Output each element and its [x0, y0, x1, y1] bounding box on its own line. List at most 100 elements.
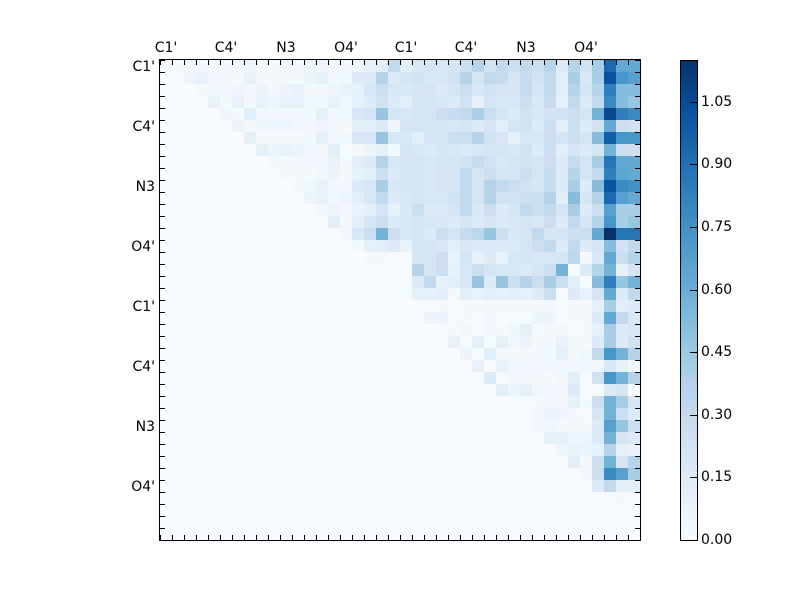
heatmap-cell — [352, 312, 364, 324]
heatmap-cell — [472, 144, 484, 156]
heatmap-cell — [196, 300, 208, 312]
heatmap-cell — [592, 156, 604, 168]
heatmap-cell — [604, 528, 616, 540]
heatmap-cell — [412, 504, 424, 516]
heatmap-cell — [496, 420, 508, 432]
heatmap-cell — [220, 60, 232, 72]
heatmap-cell — [364, 492, 376, 504]
heatmap-cell — [496, 192, 508, 204]
heatmap-cell — [436, 300, 448, 312]
heatmap-cell — [460, 480, 472, 492]
axis-tick — [604, 535, 605, 540]
heatmap-cell — [388, 132, 400, 144]
heatmap-cell — [556, 492, 568, 504]
heatmap-cell — [604, 252, 616, 264]
heatmap-cell — [160, 312, 172, 324]
axis-tick — [436, 535, 437, 540]
axis-tick — [316, 60, 317, 65]
heatmap-cell — [340, 504, 352, 516]
x-tick-label: O4' — [574, 40, 598, 56]
heatmap-cell — [376, 288, 388, 300]
heatmap-cell — [244, 132, 256, 144]
heatmap-cell — [352, 168, 364, 180]
axis-tick — [472, 60, 473, 65]
heatmap-cell — [604, 60, 616, 72]
heatmap-cell — [280, 336, 292, 348]
heatmap-cell — [580, 516, 592, 528]
axis-tick — [160, 360, 165, 361]
heatmap-cell — [448, 504, 460, 516]
heatmap-cell — [160, 144, 172, 156]
heatmap-cell — [628, 408, 640, 420]
heatmap-cell — [328, 492, 340, 504]
heatmap-cell — [592, 132, 604, 144]
axis-tick — [160, 132, 165, 133]
heatmap-cell — [292, 228, 304, 240]
heatmap-cell — [352, 204, 364, 216]
axis-tick — [160, 60, 161, 65]
heatmap-cell — [172, 492, 184, 504]
heatmap-cell — [220, 456, 232, 468]
heatmap-cell — [256, 372, 268, 384]
heatmap-cell — [172, 192, 184, 204]
colorbar-tick-label: 0.90 — [701, 156, 733, 173]
heatmap-cell — [448, 444, 460, 456]
heatmap-cell — [304, 480, 316, 492]
heatmap-cell — [340, 132, 352, 144]
heatmap-cell — [460, 528, 472, 540]
heatmap-cell — [628, 372, 640, 384]
heatmap-cell — [292, 468, 304, 480]
heatmap-cell — [172, 96, 184, 108]
heatmap-cell — [424, 336, 436, 348]
heatmap-cell — [292, 444, 304, 456]
heatmap-cell — [544, 72, 556, 84]
heatmap-cell — [196, 192, 208, 204]
heatmap-cell — [520, 516, 532, 528]
axis-tick — [160, 528, 165, 529]
heatmap-cell — [208, 360, 220, 372]
heatmap-cell — [244, 312, 256, 324]
axis-tick — [635, 204, 640, 205]
axis-tick — [635, 504, 640, 505]
heatmap-cell — [460, 264, 472, 276]
heatmap-cell — [280, 60, 292, 72]
heatmap-cell — [316, 216, 328, 228]
heatmap-cell — [328, 276, 340, 288]
heatmap-cell — [232, 492, 244, 504]
heatmap-cell — [496, 504, 508, 516]
heatmap-cell — [628, 528, 640, 540]
heatmap-cell — [508, 492, 520, 504]
axis-tick — [508, 535, 509, 540]
y-tick-label: O4' — [131, 239, 155, 255]
heatmap-cell — [160, 252, 172, 264]
heatmap-cell — [568, 516, 580, 528]
heatmap-cell — [292, 480, 304, 492]
y-tick-label: O4' — [131, 479, 155, 495]
heatmap-cell — [292, 120, 304, 132]
heatmap-cell — [508, 132, 520, 144]
heatmap-cell — [292, 288, 304, 300]
axis-tick — [640, 60, 641, 65]
heatmap-cell — [460, 444, 472, 456]
axis-tick — [460, 535, 461, 540]
heatmap-cell — [472, 420, 484, 432]
heatmap-cell — [292, 324, 304, 336]
colorbar-tick-label: 0.30 — [701, 406, 733, 423]
heatmap-cell — [484, 420, 496, 432]
heatmap-cell — [184, 84, 196, 96]
heatmap-cell — [628, 336, 640, 348]
heatmap-cell — [340, 144, 352, 156]
heatmap-cell — [580, 384, 592, 396]
axis-tick — [635, 72, 640, 73]
heatmap-cell — [400, 480, 412, 492]
heatmap-cell — [268, 204, 280, 216]
axis-tick — [400, 535, 401, 540]
heatmap-cell — [448, 456, 460, 468]
heatmap-cell — [460, 384, 472, 396]
heatmap-cell — [604, 228, 616, 240]
heatmap-cell — [364, 72, 376, 84]
heatmap-cell — [316, 432, 328, 444]
heatmap-cell — [208, 204, 220, 216]
heatmap-cell — [412, 96, 424, 108]
heatmap-cell — [484, 288, 496, 300]
